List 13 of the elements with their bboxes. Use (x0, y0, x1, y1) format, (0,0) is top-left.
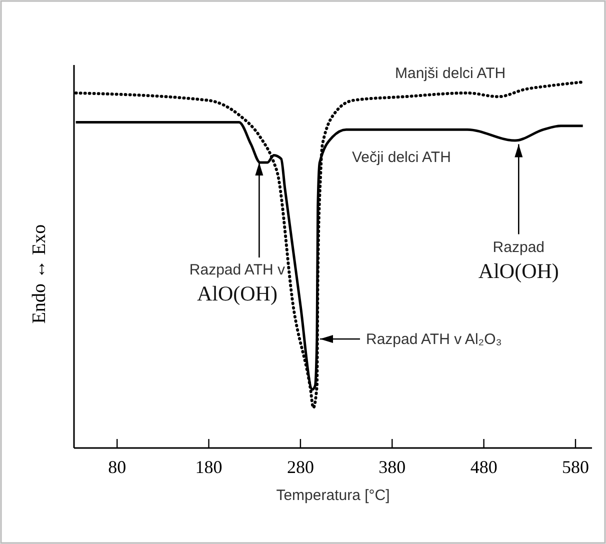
annotation: Razpad ATH v Al₂O₃ (366, 331, 502, 348)
y-axis-title: Endo ↔ Exo (29, 224, 50, 324)
annotation: Razpad AlO(OH) (478, 239, 559, 284)
x-tick-label: 80 (108, 457, 126, 477)
series-label: Večji delci ATH (352, 149, 451, 166)
x-axis-title: Temperatura [°C] (276, 487, 390, 504)
series-label: Manjši delci ATH (395, 65, 506, 82)
x-tick-label: 580 (562, 457, 589, 477)
x-tick-label: 280 (286, 457, 314, 477)
x-tick-label: 380 (378, 457, 406, 477)
annotation: Razpad ATH v AlO(OH) (189, 262, 286, 306)
x-tick-label: 180 (195, 457, 222, 477)
x-tick-label: 480 (470, 457, 498, 477)
